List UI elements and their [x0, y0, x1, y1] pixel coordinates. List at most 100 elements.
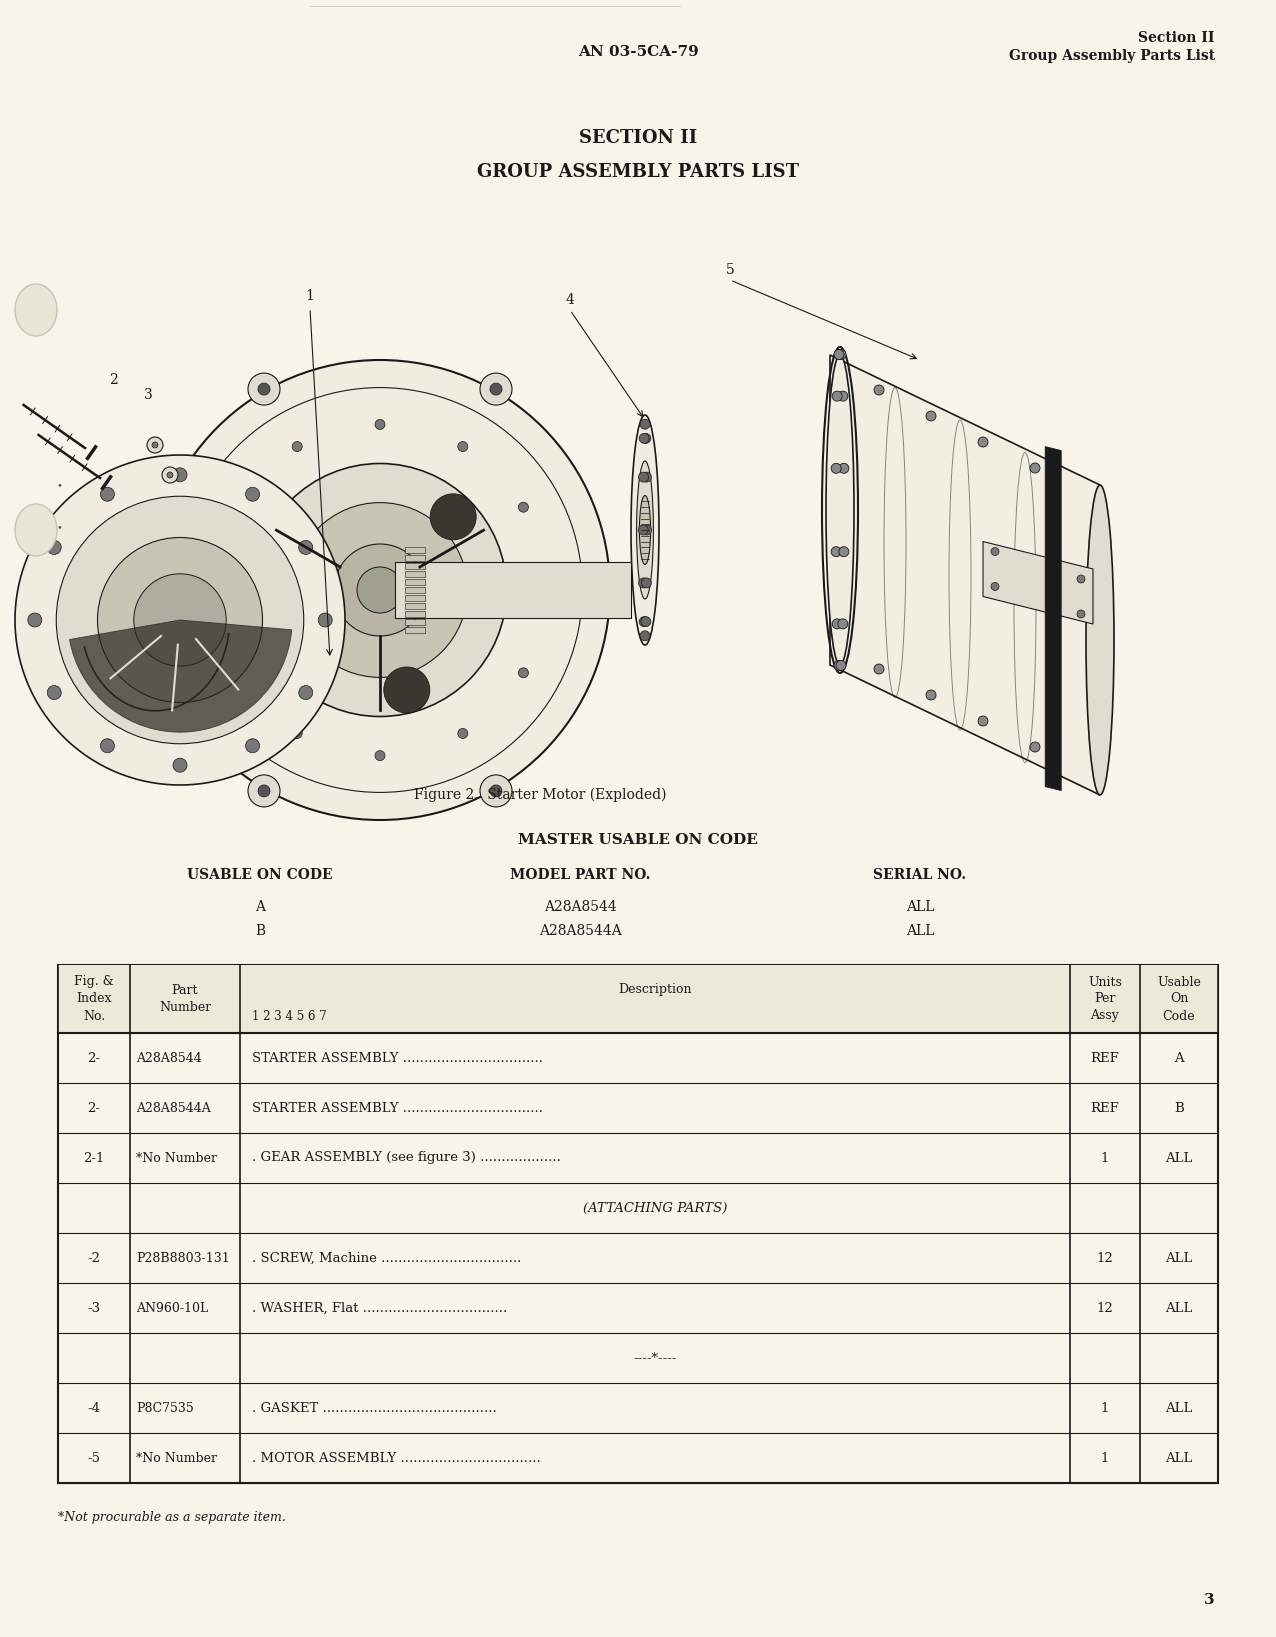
Text: MASTER USABLE ON CODE: MASTER USABLE ON CODE	[518, 833, 758, 846]
Polygon shape	[829, 355, 1100, 796]
Text: ALL: ALL	[1165, 1151, 1193, 1164]
Bar	[404, 547, 425, 553]
Text: STARTER ASSEMBLY .................................: STARTER ASSEMBLY .......................…	[251, 1051, 544, 1064]
Circle shape	[258, 383, 271, 395]
Circle shape	[838, 391, 847, 401]
Circle shape	[518, 503, 528, 512]
Text: GROUP ASSEMBLY PARTS LIST: GROUP ASSEMBLY PARTS LIST	[477, 164, 799, 182]
Text: Section II: Section II	[1138, 31, 1215, 44]
Text: STARTER ASSEMBLY .................................: STARTER ASSEMBLY .......................…	[251, 1102, 544, 1115]
Circle shape	[101, 738, 115, 753]
Text: P8C7535: P8C7535	[137, 1401, 194, 1414]
Text: A28A8544: A28A8544	[544, 900, 616, 913]
Text: P28B8803-131: P28B8803-131	[137, 1252, 230, 1264]
Circle shape	[384, 666, 430, 714]
Bar	[404, 571, 425, 576]
Text: 1: 1	[1101, 1452, 1109, 1465]
Text: 12: 12	[1096, 1301, 1114, 1315]
Circle shape	[831, 463, 841, 473]
Circle shape	[292, 442, 302, 452]
Circle shape	[245, 738, 259, 753]
Circle shape	[541, 584, 551, 594]
Bar	[404, 579, 425, 584]
Text: *Not procurable as a separate item.: *Not procurable as a separate item.	[57, 1511, 286, 1524]
Circle shape	[838, 463, 849, 473]
Circle shape	[258, 784, 271, 797]
Circle shape	[606, 584, 618, 596]
Circle shape	[518, 668, 528, 678]
Text: -3: -3	[88, 1301, 101, 1315]
Text: -2: -2	[88, 1252, 101, 1264]
Circle shape	[835, 660, 843, 671]
Circle shape	[926, 411, 937, 421]
Bar	[404, 611, 425, 617]
Text: ALL: ALL	[906, 900, 934, 913]
Text: . SCREW, Machine .................................: . SCREW, Machine .......................…	[251, 1252, 522, 1264]
Circle shape	[162, 467, 177, 483]
Circle shape	[458, 442, 468, 452]
Circle shape	[134, 575, 226, 666]
Circle shape	[292, 728, 302, 738]
Circle shape	[641, 419, 649, 429]
Circle shape	[480, 373, 512, 404]
Text: A: A	[255, 900, 265, 913]
Circle shape	[151, 360, 610, 820]
Text: . WASHER, Flat ..................................: . WASHER, Flat .........................…	[251, 1301, 508, 1315]
Circle shape	[231, 668, 241, 678]
Circle shape	[209, 584, 219, 594]
Circle shape	[1030, 742, 1040, 751]
Circle shape	[174, 758, 188, 773]
Circle shape	[490, 784, 501, 797]
Circle shape	[596, 575, 628, 606]
Circle shape	[832, 619, 842, 629]
Ellipse shape	[1086, 485, 1114, 796]
Text: Usable
On
Code: Usable On Code	[1157, 976, 1201, 1023]
Circle shape	[299, 540, 313, 555]
Circle shape	[248, 373, 279, 404]
Circle shape	[490, 383, 501, 395]
Circle shape	[638, 578, 648, 588]
Circle shape	[874, 665, 884, 674]
Text: 12: 12	[1096, 1252, 1114, 1264]
Text: •: •	[57, 522, 63, 532]
Circle shape	[375, 419, 385, 429]
Circle shape	[836, 660, 846, 671]
Bar	[396, 561, 632, 619]
Circle shape	[1077, 611, 1085, 619]
Circle shape	[152, 442, 158, 449]
Text: REF: REF	[1091, 1051, 1119, 1064]
Text: ----*----: ----*----	[633, 1352, 676, 1365]
Text: A28A8544A: A28A8544A	[538, 923, 621, 938]
Text: Part
Number: Part Number	[160, 984, 211, 1013]
Circle shape	[977, 715, 988, 725]
Circle shape	[15, 455, 345, 786]
Circle shape	[142, 584, 154, 596]
Circle shape	[231, 503, 241, 512]
Text: 3: 3	[144, 388, 152, 403]
Circle shape	[838, 547, 849, 557]
Bar	[57, 964, 1219, 1033]
Bar	[404, 602, 425, 609]
Text: USABLE ON CODE: USABLE ON CODE	[188, 868, 333, 882]
Text: 4: 4	[565, 293, 574, 308]
Text: •: •	[57, 481, 63, 489]
Text: -5: -5	[88, 1452, 101, 1465]
Circle shape	[642, 578, 652, 588]
Ellipse shape	[15, 504, 57, 557]
Text: 3: 3	[1205, 1593, 1215, 1608]
Text: 1 2 3 4 5 6 7: 1 2 3 4 5 6 7	[251, 1010, 327, 1023]
Circle shape	[458, 728, 468, 738]
Bar	[404, 594, 425, 601]
Circle shape	[375, 751, 385, 761]
Text: *No Number: *No Number	[137, 1452, 217, 1465]
Circle shape	[836, 349, 846, 360]
Text: ALL: ALL	[1165, 1301, 1193, 1315]
Circle shape	[641, 617, 651, 627]
Text: Fig. &
Index
No.: Fig. & Index No.	[74, 976, 114, 1023]
Polygon shape	[983, 542, 1094, 624]
Circle shape	[147, 437, 163, 453]
Circle shape	[47, 540, 61, 555]
Text: -4: -4	[88, 1401, 101, 1414]
Ellipse shape	[826, 355, 854, 665]
Circle shape	[430, 494, 476, 540]
